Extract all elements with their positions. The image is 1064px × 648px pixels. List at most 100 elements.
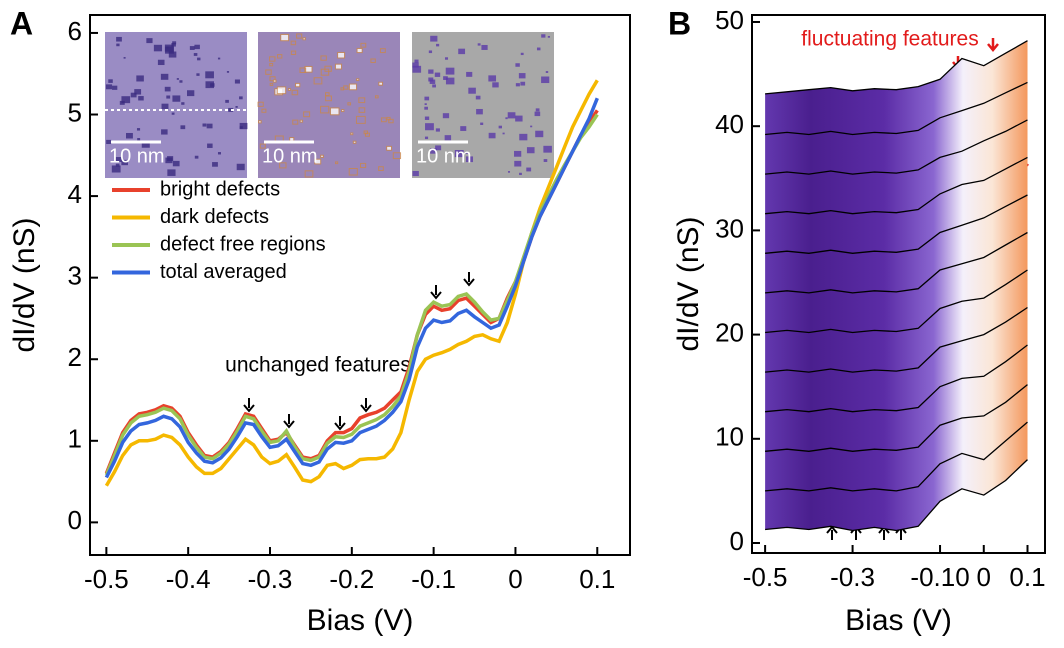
inset-speck [202,123,207,127]
inset-speck [536,47,541,51]
y-tick-label: 40 [715,109,744,139]
heatmap-fill [765,40,1028,531]
inset-speck [363,130,369,135]
inset-speck [329,107,340,116]
inset-speck [197,57,201,61]
inset-speck [480,122,484,125]
inset-speck [435,128,440,132]
inset-speck [164,44,174,52]
inset-speck [180,125,186,130]
inset-speck [194,44,200,50]
inset-speck [153,44,163,52]
inset-speck [458,48,466,55]
inset-speck [105,84,113,90]
inset-speck [292,119,299,125]
trace [765,344,1028,413]
inset-speck [236,163,245,171]
inset-speck [160,73,169,80]
inset-speck [289,137,295,142]
inset-speck [136,75,144,82]
x-tick-label: -0.1 [411,564,456,594]
inset-speck [115,163,120,167]
inset-speck [519,133,528,141]
inset-speck [325,95,332,102]
inset-speck [356,47,363,54]
arrows [243,272,907,540]
panel-label: B [668,5,691,41]
x-tick-label: 0 [977,562,991,592]
inset-speck [172,160,180,167]
trace [765,269,1028,334]
inset-speck [261,108,267,113]
inset-speck [157,59,165,66]
inset-speck [526,167,532,172]
inset-speck [235,106,238,108]
inset-speck [424,136,429,140]
inset-speck [179,80,183,83]
plot-frame [751,14,1046,554]
inset-speck [172,41,177,45]
inset-speck [507,171,511,173]
inset-speck [392,152,402,160]
inset-speck [412,170,419,177]
inset-speck [445,67,455,75]
trace [765,40,1028,95]
x-tick-label: -0.3 [830,562,875,592]
inset-speck [257,101,264,107]
inset-speck [303,111,311,118]
x-tick-label: -0.5 [84,564,129,594]
panel-label: A [10,5,33,41]
trace [765,194,1028,254]
scale-label: 10 nm [109,145,165,167]
inset-speck [258,120,262,124]
inset-speck [171,112,175,115]
legend-label: dark defects [160,206,269,228]
y-tick-label: 2 [68,342,82,372]
inset-speck [291,89,299,96]
inset-speck [414,59,419,63]
inset-speck [370,58,376,64]
inset-speck [436,43,440,47]
inset-speck [314,158,322,165]
inset-speck [279,162,287,169]
inset-speck [460,126,467,131]
inset-speck [476,108,483,115]
inset-speck [535,108,540,112]
inset-speck [320,154,324,158]
inset-speck [445,77,455,85]
inset-speck [112,85,118,90]
inset-speck [335,161,339,165]
inset-speck [161,103,169,110]
data-line [104,97,599,479]
inset-speck [193,53,198,56]
plot-frame [89,14,631,556]
inset-speck [108,79,113,83]
inset-speck [515,83,520,87]
y-tick-label: 0 [68,505,82,535]
inset-speck [228,107,234,112]
inset-speck [443,76,448,80]
inset-speck [543,159,548,162]
inset-speck [386,145,393,151]
inset-speck [360,162,367,169]
inset-speck [515,63,520,67]
inset-speck [287,88,292,91]
inset-speck [239,126,243,129]
x-tick-label: 0 [508,564,522,594]
inset-speck [123,57,126,59]
inset-speck [380,117,387,123]
annotation: fluctuating features [801,28,978,51]
trace [765,231,1028,294]
inset-speck [520,52,524,56]
inset-speck [519,172,522,176]
inset-speck [299,119,304,123]
inset-speck [106,139,112,145]
inset-speck [355,115,366,124]
inset-speck [535,130,544,138]
inset-speck [520,81,526,86]
inset-speck [121,159,128,166]
inset-speck [121,96,131,104]
inset-speck [429,79,436,84]
inset-speck [424,106,428,110]
